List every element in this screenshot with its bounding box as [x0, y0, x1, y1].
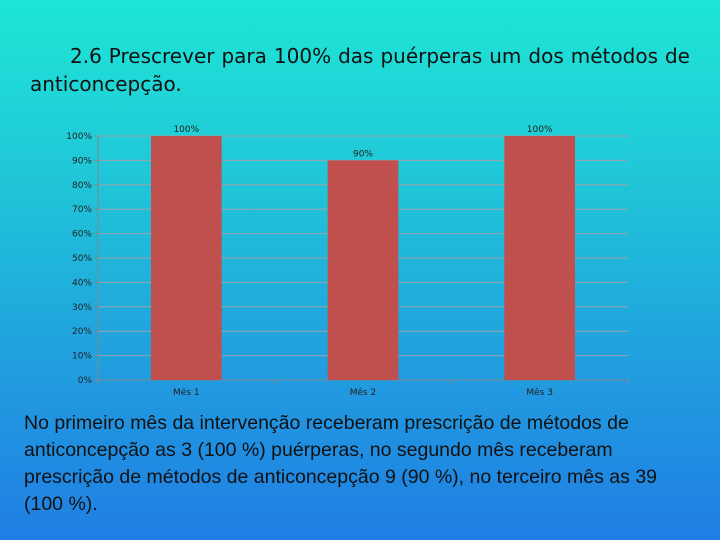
data-label: 100% [527, 125, 553, 135]
y-tick-label: 20% [72, 327, 92, 337]
bar [151, 136, 222, 380]
title-text: 2.6 Prescrever para 100% das puérperas u… [30, 44, 690, 96]
x-tick-label: Mês 3 [526, 387, 553, 398]
y-tick-label: 90% [72, 156, 92, 166]
bar [504, 136, 575, 380]
bar [327, 160, 399, 380]
slide-title: 2.6 Prescrever para 100% das puérperas u… [30, 42, 690, 98]
data-label: 100% [173, 125, 199, 135]
caption-text: No primeiro mês da intervenção receberam… [24, 412, 658, 515]
y-tick-label: 80% [72, 181, 92, 191]
y-tick-label: 0% [78, 376, 93, 386]
y-tick-label: 60% [72, 230, 92, 240]
y-tick-label: 70% [72, 205, 92, 215]
y-tick-label: 50% [72, 254, 92, 264]
y-tick-label: 100% [66, 132, 92, 142]
x-tick-label: Mês 2 [350, 387, 377, 398]
y-tick-label: 40% [72, 278, 92, 288]
y-tick-label: 10% [72, 352, 92, 362]
x-tick-label: Mês 1 [173, 387, 200, 398]
y-tick-label: 30% [72, 303, 92, 313]
data-label: 90% [353, 149, 373, 159]
